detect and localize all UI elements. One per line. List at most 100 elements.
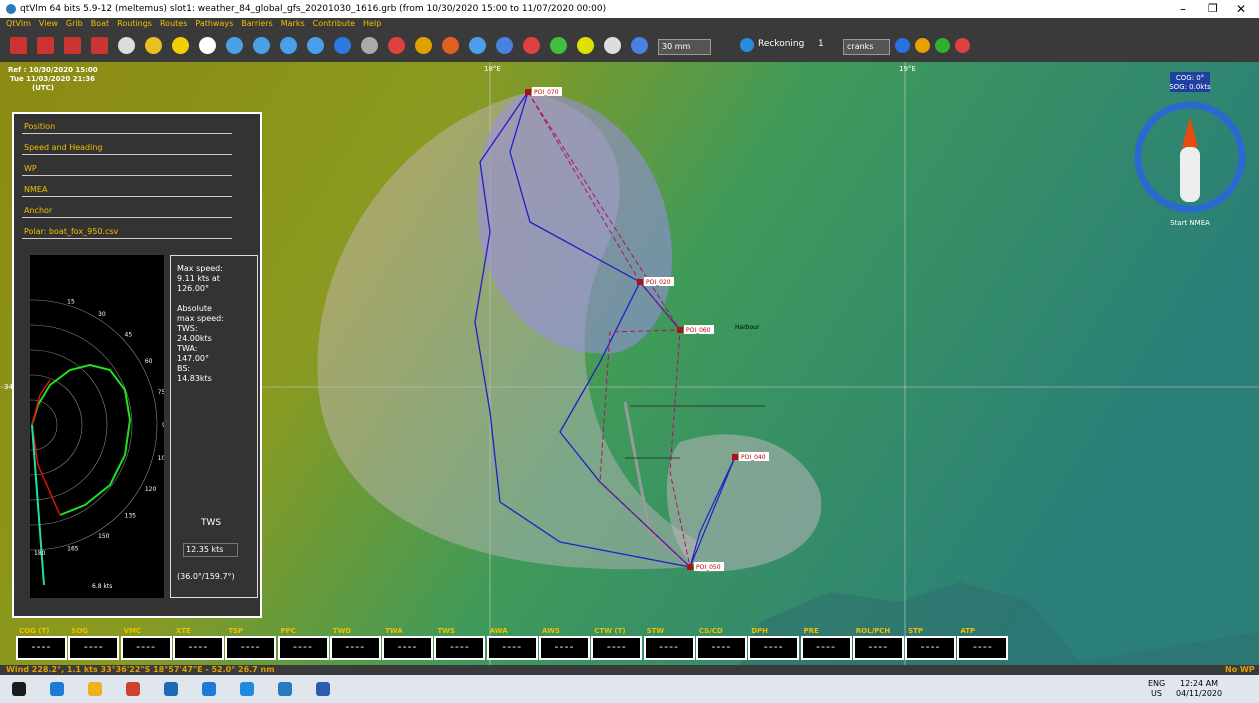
tool-button[interactable] — [469, 37, 486, 54]
tool-button[interactable] — [280, 37, 297, 54]
tool-button[interactable] — [37, 37, 54, 54]
poi-label[interactable]: POI_020 — [646, 279, 671, 286]
poi-label[interactable]: POI_050 — [696, 564, 721, 571]
toolbar: 30 mm Reckoning 1 cranks — [0, 30, 1259, 62]
poi-marker[interactable] — [687, 564, 693, 570]
instrument-label: STP — [908, 627, 924, 635]
poi-marker[interactable] — [677, 327, 683, 333]
tool-button[interactable] — [64, 37, 81, 54]
tool-button[interactable] — [10, 37, 27, 54]
tool-button[interactable] — [604, 37, 621, 54]
menu-item[interactable]: Barriers — [241, 19, 273, 28]
poi-label-bg — [694, 562, 724, 571]
tool-button[interactable] — [935, 38, 950, 53]
minimize[interactable]: – — [1180, 2, 1186, 16]
reckoning-icon[interactable] — [740, 38, 754, 52]
panel-section[interactable]: Speed and Heading — [24, 143, 103, 152]
poi-marker[interactable] — [637, 279, 643, 285]
tool-button[interactable] — [172, 37, 189, 54]
menu-item[interactable]: Contribute — [312, 19, 356, 28]
tool-button[interactable] — [199, 37, 216, 54]
tws-value[interactable]: 12.35 kts — [183, 543, 239, 557]
tool-button[interactable] — [334, 37, 351, 54]
polar-angle: 60 — [145, 358, 153, 365]
taskbar-icon[interactable] — [164, 682, 178, 696]
cranks[interactable]: cranks — [843, 39, 890, 55]
tool-button[interactable] — [442, 37, 459, 54]
tool-button[interactable] — [361, 37, 378, 54]
menu-item[interactable]: Marks — [280, 19, 305, 28]
clock-time[interactable]: 12:24 AM — [1180, 679, 1218, 688]
tool-button[interactable] — [955, 38, 970, 53]
tool-button[interactable] — [118, 37, 135, 54]
instrument-label: ATP — [960, 627, 976, 635]
taskbar-icon[interactable] — [240, 682, 254, 696]
instrument-value: ---- — [852, 636, 904, 660]
reckoning[interactable]: Reckoning — [758, 39, 805, 49]
tool-button[interactable] — [145, 37, 162, 54]
time-step[interactable]: 30 mm — [658, 39, 711, 55]
instrument-label: STW — [646, 627, 665, 635]
polar-angle: 90 — [162, 422, 164, 429]
polar-angle: 30 — [98, 311, 106, 318]
menu-item[interactable]: Pathways — [195, 19, 234, 28]
instrument-label: CTW (T) — [594, 627, 626, 635]
taskbar-icon[interactable] — [12, 682, 26, 696]
polar-angle: 75 — [158, 389, 164, 396]
tool-button[interactable] — [415, 37, 432, 54]
menu-item[interactable]: Routes — [159, 19, 188, 28]
polar-angle: 120 — [145, 486, 157, 493]
tool-button[interactable] — [915, 38, 930, 53]
instrument-value: ---- — [957, 636, 1009, 660]
taskbar-icon[interactable] — [88, 682, 102, 696]
cog: COG: 0° — [1176, 74, 1204, 82]
panel-section[interactable]: WP — [24, 164, 37, 173]
instrument-label: VMC — [123, 627, 142, 635]
tool-button[interactable] — [577, 37, 594, 54]
poi-label[interactable]: POI_040 — [741, 454, 766, 461]
menu-item[interactable]: Routings — [117, 19, 152, 28]
taskbar-icon[interactable] — [126, 682, 140, 696]
tool-button[interactable] — [523, 37, 540, 54]
menu-item[interactable]: Help — [363, 19, 382, 28]
taskbar-icon[interactable] — [50, 682, 64, 696]
close[interactable]: ✕ — [1236, 2, 1247, 16]
menu-item[interactable]: QtVlm — [6, 19, 31, 28]
poi-marker[interactable] — [732, 454, 738, 460]
poi-marker[interactable] — [525, 89, 531, 95]
coastline — [623, 401, 691, 569]
panel-section[interactable]: Anchor — [24, 206, 53, 215]
tool-button[interactable] — [388, 37, 405, 54]
maximize[interactable]: ❐ — [1208, 2, 1218, 15]
tool-button[interactable] — [253, 37, 270, 54]
instrument-label: TWA — [385, 627, 403, 635]
instrument-bar: COG (T) ---- SOG ---- VMC ---- XTE ---- TSP ---- P… — [0, 622, 1009, 662]
tool-button[interactable] — [550, 37, 567, 54]
poi-label[interactable]: POI_070 — [534, 89, 559, 96]
panel-section[interactable]: NMEA — [24, 185, 48, 194]
tool-button[interactable] — [631, 37, 648, 54]
polar-chart: 6.8 kts 15 30 45 60 75 90 105 120 135 150 165 180 — [0, 255, 170, 598]
tool-button[interactable] — [226, 37, 243, 54]
taskbar-icon[interactable] — [202, 682, 216, 696]
instrument-label: SOG — [71, 627, 89, 635]
status-bar: Wind 228.2°, 1.1 kts 33°36'22"S 18°57'47… — [0, 665, 1259, 675]
cranks-count[interactable]: 1 — [818, 39, 824, 49]
tool-button[interactable] — [307, 37, 324, 54]
menu-item[interactable]: Boat — [90, 19, 110, 28]
menu-item[interactable]: View — [38, 19, 58, 28]
poi-label[interactable]: POI_060 — [686, 327, 711, 334]
polar-info-line: Max speed: — [177, 264, 223, 273]
tool-button[interactable] — [91, 37, 108, 54]
panel-section[interactable]: Polar: boat_fox_950.csv — [24, 227, 119, 236]
taskbar-icon[interactable] — [278, 682, 292, 696]
taskbar-icon[interactable] — [316, 682, 330, 696]
region[interactable]: US — [1151, 689, 1162, 698]
clock-date[interactable]: 04/11/2020 — [1176, 689, 1223, 698]
tool-button[interactable] — [496, 37, 513, 54]
start-nmea[interactable]: Start NMEA — [1170, 219, 1210, 227]
language[interactable]: ENG — [1148, 679, 1166, 688]
panel-section[interactable]: Position — [24, 122, 56, 131]
tool-button[interactable] — [895, 38, 910, 53]
menu-item[interactable]: Grib — [65, 19, 83, 28]
